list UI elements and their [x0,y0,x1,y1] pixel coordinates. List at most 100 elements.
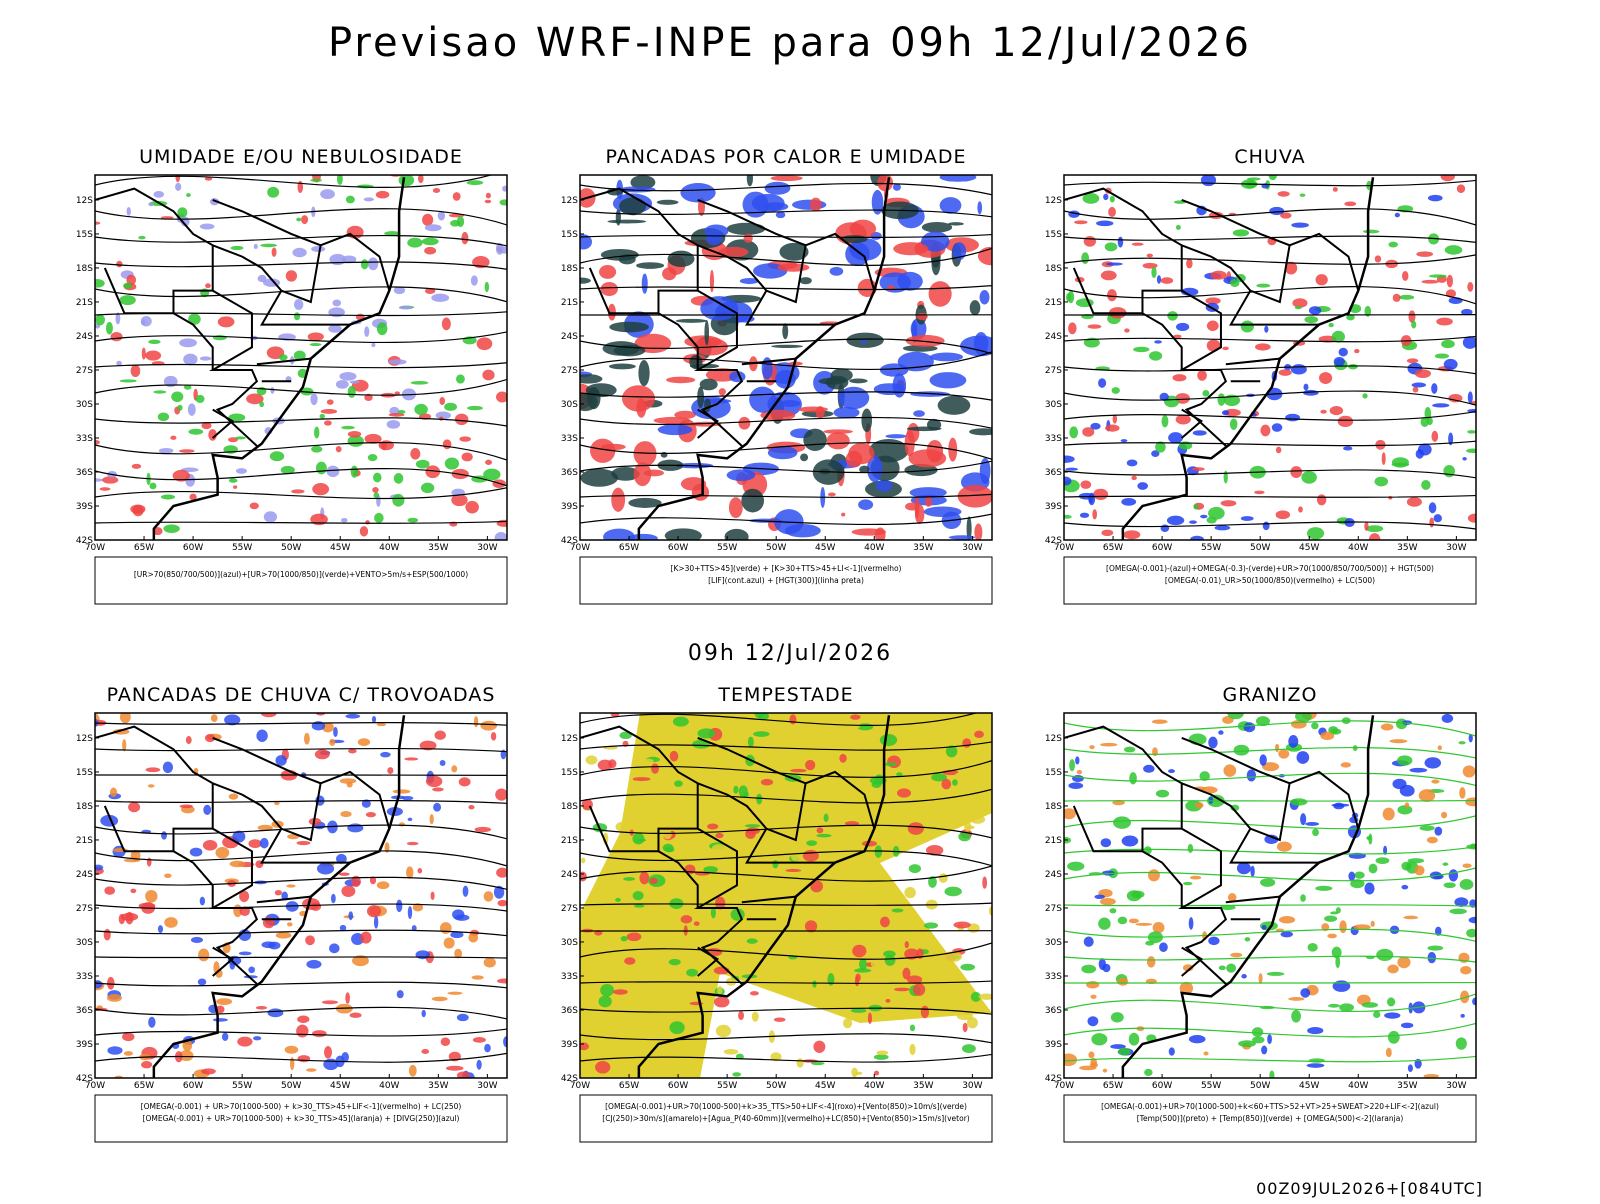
field-blob [736,840,748,852]
field-blob [925,496,932,507]
field-blob [256,729,267,742]
field-blob [1103,1069,1107,1073]
lat-label: 27S [561,366,578,376]
field-blob [1441,340,1455,348]
lat-label: 39S [1045,1040,1062,1050]
field-blob [949,535,975,539]
field-blob [407,238,422,248]
field-blob [1218,730,1223,734]
field-blob [426,776,442,787]
field-blob [885,955,896,966]
field-blob [472,975,484,979]
field-blob [408,818,413,821]
field-blob [1092,509,1097,519]
field-blob [1088,493,1095,505]
field-blob [1393,294,1401,302]
field-blob [933,975,941,986]
field-blob [803,850,819,862]
field-blob [1397,957,1410,969]
field-blob [141,316,152,327]
field-blob [1414,865,1424,875]
field-blob [733,786,738,794]
contour [1064,336,1476,341]
field-blob [1418,444,1432,456]
field-blob [600,984,614,997]
field-blob [1131,891,1144,899]
lat-label: 30S [561,400,578,410]
field-blob [231,246,244,250]
lat-label: 15S [76,230,93,240]
contour [95,469,507,486]
field-blob [1441,172,1455,181]
field-blob [905,803,914,809]
field-blob [1362,393,1367,398]
field-blob [970,815,985,824]
lon-label: 40W [379,1081,399,1091]
field-blob [600,957,605,962]
field-blob [697,387,704,408]
field-blob [348,431,361,437]
field-blob [1263,522,1270,531]
field-blob [1354,872,1364,879]
field-blob [846,333,883,348]
panel-title: UMIDADE E/OU NEBULOSIDADE [139,146,463,168]
field-blob [374,916,378,929]
contour [95,957,507,958]
field-blob [1371,921,1375,927]
lon-label: 30W [477,543,497,553]
field-blob [1100,743,1117,747]
field-blob [609,363,636,369]
field-blob [808,968,821,971]
map-frame [1064,175,1476,540]
field-blob [978,247,1003,265]
field-blob [350,1013,362,1018]
field-blob [668,251,695,267]
field-blob [823,429,853,433]
field-blob [909,864,921,873]
field-blob [1117,978,1128,986]
field-blob [977,201,982,214]
field-blob [1136,923,1153,926]
lat-label: 39S [561,502,578,512]
field-blob [712,844,726,852]
field-blob [120,379,137,382]
field-blob [321,409,338,414]
field-blob [248,839,261,848]
field-blob [1333,980,1351,992]
field-blob [1319,372,1332,384]
field-blob [1161,525,1170,532]
field-blob [1444,359,1458,370]
field-blob [1444,882,1456,888]
field-blob [1099,958,1106,970]
field-blob [929,281,952,307]
caption-line: [LIF](cont.azul) + [HGT(300)](linha pret… [708,576,864,585]
field-blob [339,872,350,875]
border [1142,313,1181,370]
contour [1064,800,1476,801]
field-blob [311,246,325,252]
field-blob [473,1037,486,1043]
field-blob [213,1018,228,1022]
field-blob [880,363,908,376]
field-blob [235,436,246,439]
field-blob [317,863,334,875]
field-blob [1467,282,1473,292]
field-blob [424,247,436,255]
lon-label: 60W [668,543,688,553]
contour [95,749,507,752]
field-blob [1091,1033,1107,1045]
field-blob [1088,1016,1099,1026]
field-blob [913,410,925,417]
field-blob [1307,1063,1325,1068]
field-blob [1465,797,1480,806]
field-blob [657,200,679,205]
field-blob [398,410,406,414]
field-blob [127,207,131,216]
field-blob [1202,390,1209,397]
field-blob [1305,822,1319,826]
field-blob [849,379,867,384]
field-blob [967,1017,978,1028]
field-blob [790,769,806,773]
field-blob [461,232,468,244]
field-blob [851,1008,867,1012]
